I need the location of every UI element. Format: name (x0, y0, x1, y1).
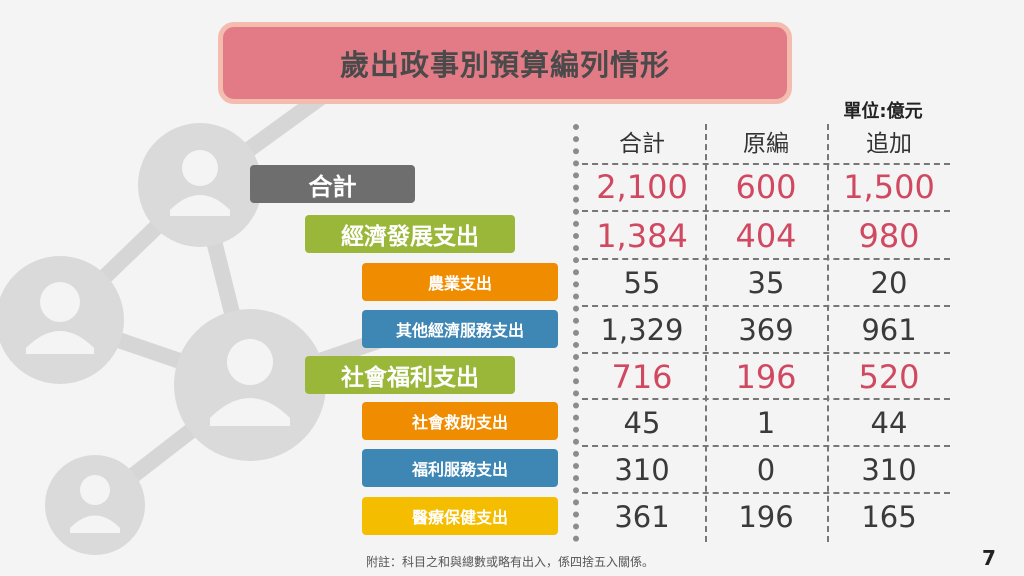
column-header-total: 合計 (619, 131, 665, 157)
cell-additional: 165 (861, 500, 917, 534)
page-title: 歲出政事別預算編列情形 (339, 48, 670, 82)
column-header-original: 原編 (743, 131, 789, 157)
row-label-other-economic: 其他經濟服務支出 (362, 310, 558, 348)
cell-additional: 310 (861, 453, 917, 487)
table-row: 716 196 520 (582, 354, 950, 400)
cell-additional: 520 (858, 358, 920, 396)
cell-additional: 1,500 (843, 168, 935, 206)
cell-total: 45 (623, 406, 661, 440)
row-divider (582, 210, 950, 212)
row-divider (582, 305, 950, 307)
cell-total: 310 (614, 453, 670, 487)
row-divider (582, 352, 950, 354)
unit-label: 單位:億元 (843, 101, 923, 122)
cell-original: 600 (735, 168, 797, 206)
cell-additional: 980 (858, 217, 920, 255)
row-label-social-welfare: 社會福利支出 (305, 356, 515, 394)
row-label-healthcare: 醫療保健支出 (362, 497, 558, 535)
row-label-agriculture: 農業支出 (362, 263, 558, 301)
cell-original: 1 (756, 406, 776, 440)
cell-original: 404 (735, 217, 797, 255)
row-divider (582, 258, 950, 260)
row-label-welfare-services: 福利服務支出 (362, 449, 558, 487)
page-number: 7 (982, 546, 996, 570)
row-divider (582, 163, 950, 165)
cell-original: 196 (735, 358, 797, 396)
cell-additional: 44 (870, 406, 908, 440)
cell-total: 1,329 (600, 313, 684, 347)
title-banner: 歲出政事別預算編列情形 (218, 22, 792, 104)
row-divider (582, 492, 950, 494)
table-left-divider (573, 124, 579, 542)
row-divider (582, 398, 950, 400)
row-label-economic: 經濟發展支出 (305, 215, 515, 253)
row-label-social-assistance: 社會救助支出 (362, 402, 558, 440)
table-row: 1,384 404 980 (582, 213, 950, 259)
table-row: 55 35 20 (582, 260, 950, 306)
cell-original: 35 (747, 266, 785, 300)
column-divider-2 (827, 124, 829, 542)
table-row: 45 1 44 (582, 400, 950, 446)
row-label-total: 合計 (250, 165, 415, 203)
footnote: 附註：科目之和與總數或略有出入，係四捨五入關係。 (366, 555, 655, 569)
column-divider-1 (705, 124, 707, 542)
cell-total: 361 (614, 500, 670, 534)
row-divider (582, 445, 950, 447)
column-header-additional: 追加 (866, 131, 912, 157)
cell-total: 55 (623, 266, 661, 300)
table-row: 361 196 165 (582, 494, 950, 540)
cell-original: 196 (738, 500, 794, 534)
table-row: 310 0 310 (582, 447, 950, 493)
table-row: 1,329 369 961 (582, 307, 950, 353)
cell-additional: 961 (861, 313, 917, 347)
cell-original: 0 (756, 453, 776, 487)
network-background-icon (0, 33, 413, 555)
cell-additional: 20 (870, 266, 908, 300)
cell-total: 716 (611, 358, 673, 396)
cell-total: 1,384 (596, 217, 688, 255)
cell-total: 2,100 (596, 168, 688, 206)
table-row: 2,100 600 1,500 (582, 164, 950, 210)
cell-original: 369 (738, 313, 794, 347)
